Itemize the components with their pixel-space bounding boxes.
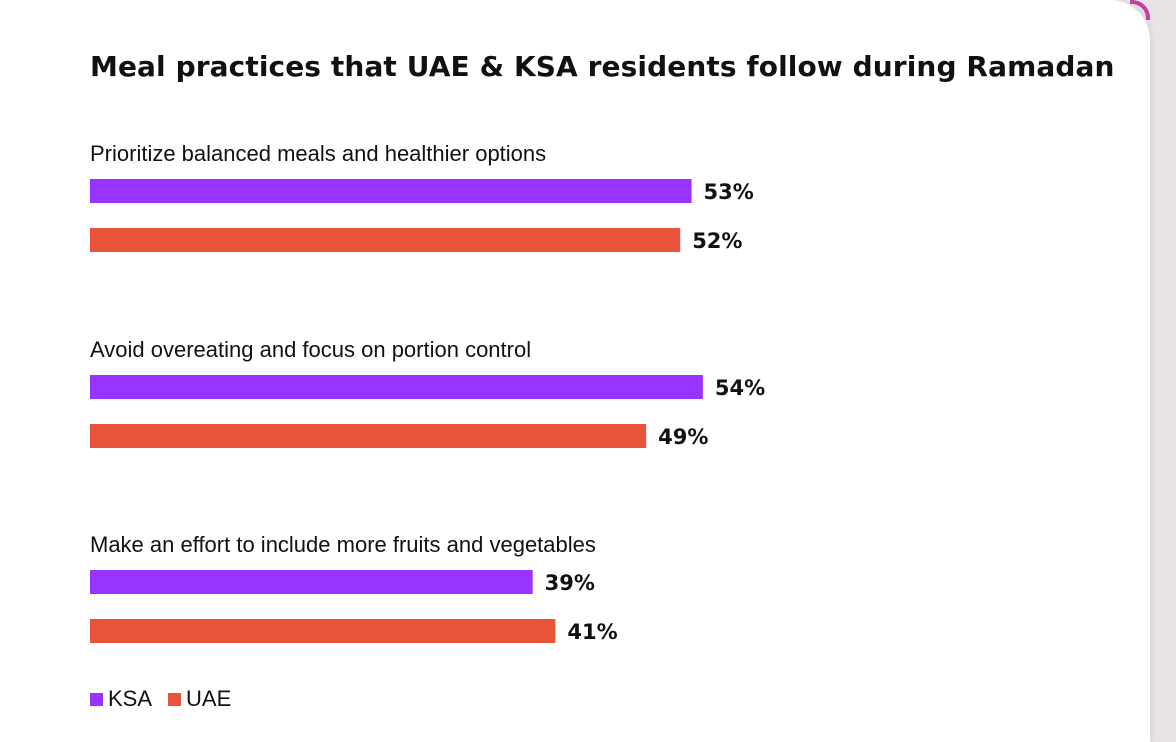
chart-title: Meal practices that UAE & KSA residents …	[90, 50, 1115, 83]
value-label-ksa: 54%	[715, 376, 765, 400]
legend-swatch-uae	[168, 692, 182, 706]
category-label: Make an effort to include more fruits an…	[90, 532, 596, 557]
category-label: Prioritize balanced meals and healthier …	[90, 141, 546, 166]
category-label: Avoid overeating and focus on portion co…	[90, 337, 531, 362]
value-label-ksa: 53%	[704, 180, 754, 204]
value-label-ksa: 39%	[545, 571, 595, 595]
chart-legend: KSA UAE	[90, 686, 247, 712]
legend-item-uae: UAE	[168, 686, 231, 712]
bar-uae	[90, 228, 681, 252]
chart-card: Meal practices that UAE & KSA residents …	[0, 0, 1150, 742]
bar-chart: Prioritize balanced meals and healthier …	[90, 141, 765, 644]
value-label-uae: 52%	[692, 229, 742, 253]
accent-corner	[1130, 0, 1150, 20]
legend-swatch-ksa	[90, 692, 103, 706]
legend-label-ksa: KSA	[108, 686, 153, 711]
value-label-uae: 49%	[658, 425, 708, 449]
value-label-uae: 41%	[567, 620, 617, 644]
bar-ksa	[90, 375, 703, 399]
bar-uae	[90, 424, 647, 448]
bar-uae	[90, 619, 556, 643]
bar-ksa	[90, 179, 692, 203]
legend-label-uae: UAE	[186, 686, 232, 711]
legend-item-ksa: KSA	[90, 686, 152, 712]
bar-ksa	[90, 570, 533, 594]
